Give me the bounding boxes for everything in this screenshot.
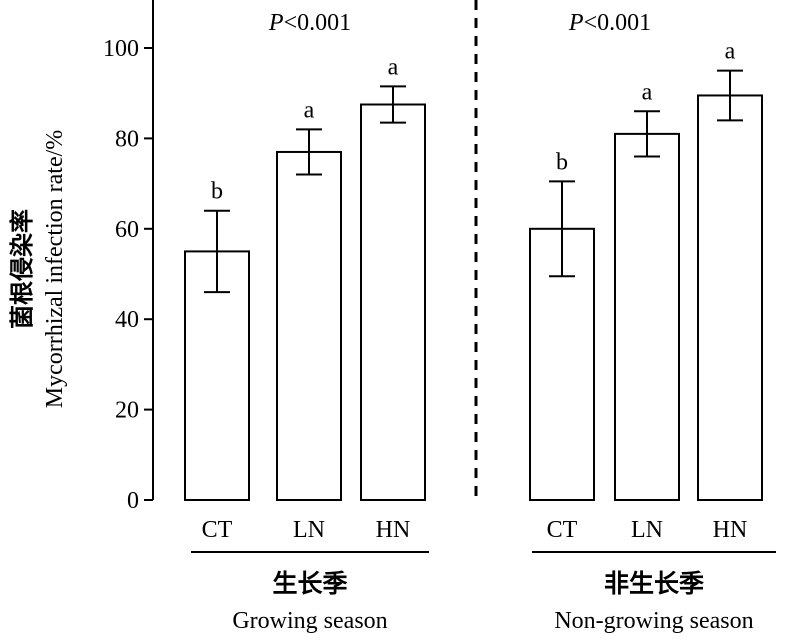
group-label-cn: 非生长季	[604, 570, 704, 598]
category-label: LN	[631, 517, 663, 543]
significance-letter: b	[211, 179, 223, 205]
y-tick-label: 80	[115, 126, 139, 152]
y-tick-label: 20	[115, 398, 139, 424]
p-value-label: P<0.001	[268, 10, 351, 36]
group-label-en: Non-growing season	[554, 608, 753, 634]
p-value-label: P<0.001	[568, 10, 651, 36]
y-axis-label-en: Mycorrhizal infection rate/%	[42, 130, 68, 409]
bar	[614, 132, 680, 501]
significance-letter: a	[388, 54, 399, 80]
category-label: HN	[376, 517, 411, 543]
category-label: LN	[293, 517, 325, 543]
y-axis-label-cn: 菌根侵染率	[8, 209, 36, 329]
bar	[697, 94, 763, 502]
bar-group: b CT a LN a HN P<0.001 生长季 Growing season	[184, 10, 429, 634]
significance-letter: b	[556, 149, 568, 175]
bar-groups: b CT a LN a HN P<0.001 生长季 Growing season b CT a LN a…	[184, 10, 776, 634]
y-tick-label: 0	[127, 488, 139, 514]
significance-letter: a	[304, 97, 315, 123]
bar	[360, 103, 426, 501]
y-axis: 0 20 40 60 80 100	[103, 0, 154, 514]
category-label: CT	[202, 517, 233, 543]
significance-letter: a	[642, 79, 653, 105]
bar-group: b CT a LN a HN P<0.001 非生长季 Non-growing season	[529, 10, 776, 634]
bar	[276, 150, 342, 502]
y-tick-label: 60	[115, 217, 139, 243]
y-tick-label: 100	[103, 36, 139, 62]
y-axis-label: 菌根侵染率 Mycorrhizal infection rate/%	[8, 130, 68, 409]
y-tick-label: 40	[115, 307, 139, 333]
group-label-cn: 生长季	[272, 570, 347, 598]
group-label-en: Growing season	[232, 608, 387, 634]
category-label: HN	[713, 517, 748, 543]
significance-letter: a	[725, 39, 736, 65]
category-label: CT	[547, 517, 578, 543]
